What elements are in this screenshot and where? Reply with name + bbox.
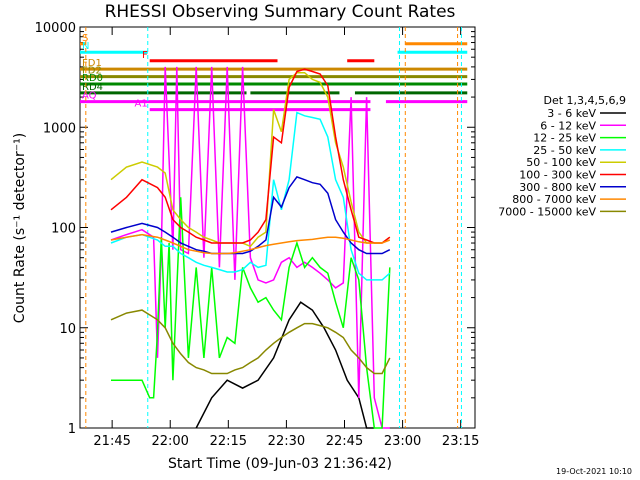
x-tick-label: 21:45 [93,434,130,449]
y-axis-label: Count Rate (s⁻¹ detector⁻¹) [12,133,28,323]
legend-label: 50 - 100 keV [526,156,596,169]
footer-timestamp: 19-Oct-2021 10:10 [556,467,632,476]
x-tick-label: 22:30 [268,434,305,449]
x-axis-label: Start Time (09-Jun-03 21:36:42) [168,456,392,472]
series-line [195,301,375,429]
y-tick-label: 1 [68,422,76,437]
x-tick-label: 22:45 [326,434,363,449]
plot-area: 1 10 100 1000 10000 21:45 22:00 22:15 22:30 22:45… [35,21,480,449]
series-line [111,197,391,429]
x-tick-label: 23:15 [442,434,479,449]
y-tick-label: 100 [51,222,76,237]
plot-frame [79,26,476,429]
flag-label-a1: A1 [135,99,148,110]
y-tick-label: 10 [59,322,76,337]
legend-label: 12 - 25 keV [533,132,596,145]
flag-label-n: N [82,41,89,52]
flag-label-f: F [142,50,148,61]
y-tick-label: 10000 [35,21,76,36]
x-tick-label: 22:15 [210,434,247,449]
flag-label-fd1: FD1 [82,58,102,69]
flag-label-rd4: RD4 [82,82,103,93]
flag-label-aq: AQ [82,91,97,102]
series-line [110,68,391,244]
legend-label: 3 - 6 keV [547,107,596,120]
x-tick-label: 22:00 [151,434,188,449]
chart-title: RHESSI Observing Summary Count Rates [105,2,456,22]
series-line [110,71,391,248]
series-line [110,176,391,255]
y-tick-label: 1000 [43,121,76,136]
series-line [110,233,391,255]
legend-title: Det 1,3,4,5,6,9 [543,94,626,107]
legend-label: 800 - 7000 keV [512,193,596,206]
x-tick-label: 23:00 [384,434,421,449]
legend-label: 25 - 50 keV [533,144,596,157]
flag-label-fd2: FD2 [82,66,102,77]
legend-label: 6 - 12 keV [540,119,596,132]
legend-label: 100 - 300 keV [519,169,596,182]
flag-label-rd0: RD0 [82,73,103,84]
flag-label-s: S [82,33,88,44]
series-line [110,66,390,429]
series-line [110,111,391,281]
legend-label: 300 - 800 keV [519,181,596,194]
series-line [110,309,391,375]
legend-label: 7000 - 15000 keV [498,205,596,218]
